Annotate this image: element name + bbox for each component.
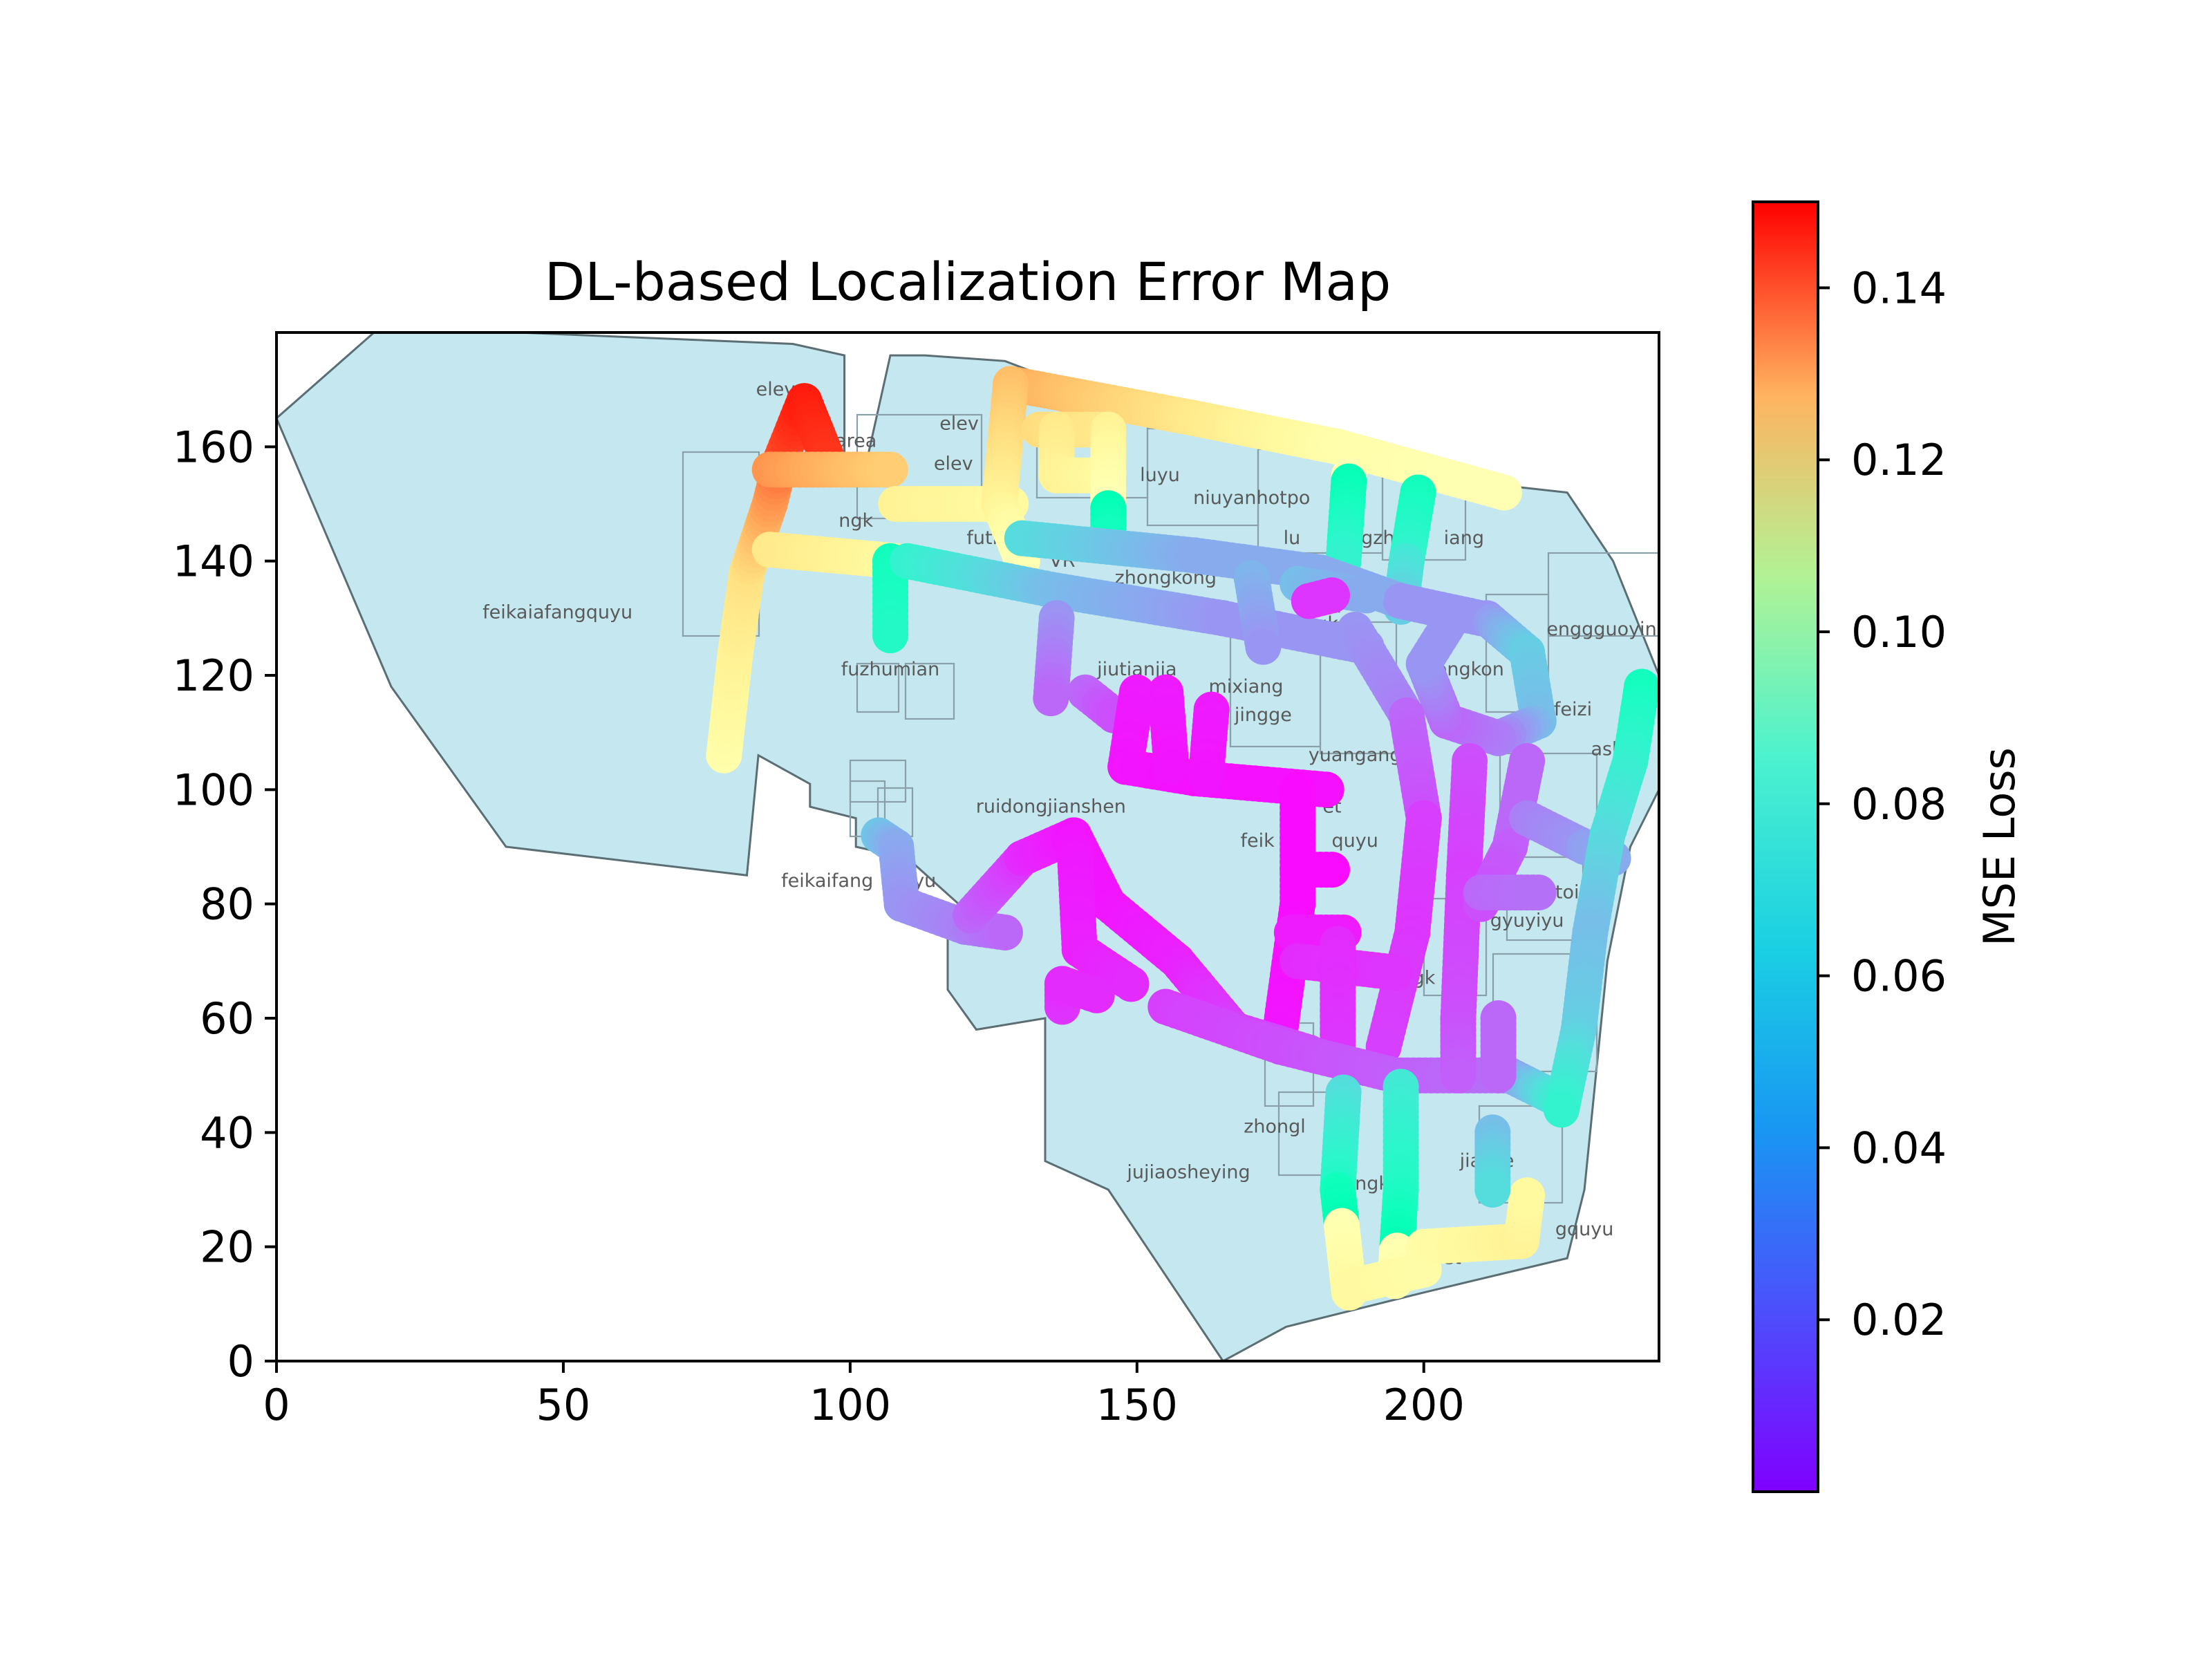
- trajectory-point: [1113, 966, 1150, 1002]
- x-tick-label: 0: [263, 1380, 290, 1430]
- trajectory-point: [1520, 874, 1557, 911]
- y-tick-label: 100: [173, 765, 254, 815]
- room-label: fuzhumian: [841, 659, 939, 680]
- trajectory-point: [1033, 680, 1069, 717]
- y-tick-label: 120: [173, 650, 254, 701]
- trajectory-point: [872, 451, 908, 488]
- colorbar-tick-label: 0.04: [1851, 1123, 1947, 1173]
- trajectory-point: [1480, 1057, 1517, 1094]
- trajectory-point: [1314, 577, 1350, 614]
- colorbar-ticks: 0.02 0.04 0.06 0.08 0.10 0.12 0.14: [1818, 263, 1947, 1345]
- room-label: quyu: [1331, 830, 1378, 852]
- room-label: mixiang: [1208, 676, 1283, 697]
- trajectory-point: [1078, 977, 1115, 1013]
- y-tick-label: 60: [200, 993, 254, 1044]
- colorbar-tick-label: 0.12: [1851, 435, 1947, 485]
- room-label: ruidongjianshen: [976, 796, 1126, 817]
- trajectory-point: [1434, 600, 1471, 637]
- y-tick-label: 80: [200, 879, 254, 930]
- room-label: elev: [934, 453, 973, 474]
- room-label: feikaiafangquyu: [482, 601, 632, 623]
- colorbar: 0.02 0.04 0.06 0.08 0.10 0.12 0.14 MSE Loss: [1752, 200, 2025, 1493]
- room-label: jujiaosheying: [1126, 1161, 1250, 1183]
- y-tick-label: 20: [200, 1222, 254, 1273]
- trajectory-point: [1377, 954, 1414, 991]
- room-label: zhongl: [1244, 1116, 1306, 1137]
- trajectory-point: [872, 617, 908, 654]
- colorbar-tick-label: 0.08: [1851, 779, 1947, 830]
- room-label: luyu: [1140, 465, 1180, 486]
- trajectory-point: [1485, 474, 1522, 511]
- trajectory-point: [1314, 852, 1350, 888]
- colorbar-tick-label: 0.14: [1851, 263, 1947, 313]
- colorbar-gradient: [1752, 200, 1819, 1493]
- y-tick-label: 40: [200, 1107, 254, 1158]
- room-label: niuyanhotpo: [1193, 487, 1310, 509]
- room-label: feikaifang: [781, 870, 873, 892]
- x-tick-label: 150: [1096, 1380, 1178, 1430]
- room-label: ngk: [838, 510, 873, 532]
- room-label: enggguoyin: [1546, 619, 1656, 640]
- room-label: gquyu: [1555, 1219, 1613, 1240]
- trajectory-point: [1474, 1172, 1511, 1208]
- x-tick-label: 50: [536, 1380, 590, 1430]
- room-label: jingge: [1234, 704, 1292, 726]
- room-label: feizi: [1554, 699, 1592, 720]
- room-label: iang: [1444, 527, 1484, 549]
- room-label: lu: [1284, 527, 1301, 549]
- chart-title: DL-based Localization Error Map: [545, 251, 1391, 312]
- trajectory-point: [1440, 1057, 1477, 1094]
- trajectory-points: [706, 366, 1659, 1311]
- room-label: yuangang: [1309, 744, 1402, 766]
- y-tick-label: 160: [173, 422, 254, 472]
- trajectory-point: [1348, 577, 1385, 614]
- room-label: elev: [939, 413, 979, 435]
- trajectory-point: [1509, 1177, 1546, 1214]
- room-label: toi: [1555, 881, 1580, 903]
- x-axis: 0 50 100 150 200: [263, 1361, 1465, 1430]
- room-label: gyuyiyu: [1490, 910, 1564, 932]
- colorbar-tick-label: 0.06: [1851, 951, 1947, 1002]
- colorbar-label: MSE Loss: [1974, 747, 2025, 946]
- y-tick-label: 0: [227, 1336, 254, 1387]
- colorbar-tick-label: 0.02: [1851, 1295, 1947, 1345]
- trajectory-point: [1245, 628, 1282, 665]
- room-label: feik: [1240, 830, 1275, 852]
- trajectory-point: [1543, 1091, 1580, 1128]
- trajectory-point: [1153, 749, 1190, 785]
- trajectory-point: [1188, 760, 1224, 796]
- trajectory-point: [1308, 771, 1344, 808]
- plot-area: elevareaelevelevluyuniuyanhotpongkfutiVR…: [276, 332, 1659, 1361]
- x-tick-label: 200: [1383, 1380, 1465, 1430]
- trajectory-point: [986, 915, 1023, 950]
- y-tick-label: 140: [173, 536, 254, 587]
- x-tick-label: 100: [809, 1380, 891, 1430]
- y-axis: 0 20 40 60 80 100 120 140 160: [173, 422, 276, 1387]
- colorbar-tick-label: 0.10: [1851, 607, 1947, 657]
- plot-frame: [275, 331, 1660, 1362]
